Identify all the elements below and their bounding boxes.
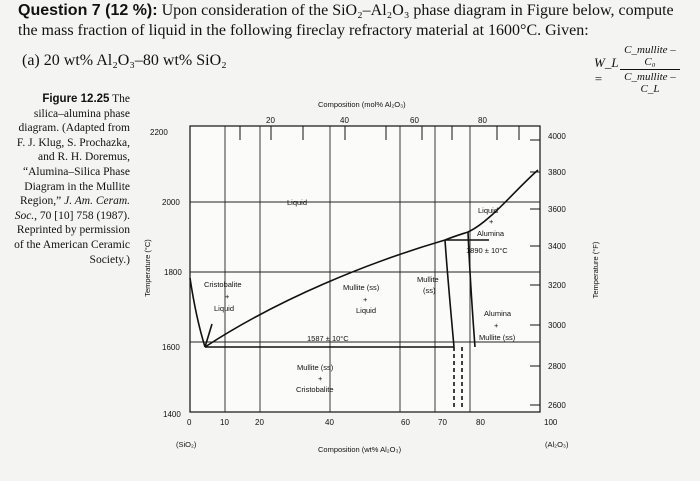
label-liquid-alumina-plus: +	[489, 217, 494, 226]
label-cristobalite-liquid-2: Liquid	[214, 304, 234, 313]
top-tick-20: 20	[266, 116, 275, 125]
right-tick-2800: 2800	[548, 362, 566, 371]
bottom-tick-10: 10	[220, 418, 229, 427]
bottom-end-al2o3: (Al₂O₃)	[545, 440, 569, 449]
right-tick-2600: 2600	[548, 401, 566, 410]
label-mullite-liquid-1: Mullite (ss)	[343, 283, 380, 292]
bottom-tick-70: 70	[438, 418, 447, 427]
dashed-boundaries	[453, 347, 463, 410]
label-alumina-mullite-plus: +	[494, 321, 499, 330]
formula-fraction: C_mullite – C₀ C_mullite – C_L	[620, 44, 680, 95]
label-liquid-alumina-1: Liquid	[478, 206, 498, 215]
caption-journal: J. Am. Ceram. Soc.,	[14, 195, 130, 222]
label-alumina-mullite-2: Mullite (ss)	[479, 333, 516, 342]
phase-boundaries	[189, 169, 539, 348]
question-title: Question 7 (12 %):	[18, 2, 158, 19]
top-tick-60: 60	[410, 116, 419, 125]
question-line-2: the mass fraction of liquid in the follo…	[18, 22, 589, 39]
label-mullite-cristobalite-1: Mullite (ss)	[297, 363, 334, 372]
top-tick-80: 80	[478, 116, 487, 125]
bottom-tick-40: 40	[325, 418, 334, 427]
left-tick-2000: 2000	[162, 198, 180, 207]
label-mullite-liquid-2: Liquid	[356, 306, 376, 315]
bottom-tick-0: 0	[187, 418, 192, 427]
top-axis-title: Composition (mol% Al₂O₃)	[318, 100, 406, 109]
mullite-right-solvus-1	[467, 231, 476, 348]
caption-text-2: 70 [10] 758 (1987). Reprinted by permiss…	[14, 209, 130, 266]
top-tick-labels: 20 40 60 80	[266, 116, 487, 125]
top-axis-ticks	[239, 126, 520, 140]
label-mullite-cristobalite-2: Cristobalite	[296, 385, 334, 394]
right-tick-3600: 3600	[548, 205, 566, 214]
label-liquid-alumina-2: Alumina	[477, 229, 505, 238]
bottom-tick-80: 80	[476, 418, 485, 427]
grid	[190, 126, 540, 412]
label-mullite-cristobalite-plus: +	[318, 374, 323, 383]
figure-caption: Figure 12.25 The silica–alumina phase di…	[12, 92, 130, 267]
label-alumina-mullite-1: Alumina	[484, 309, 512, 318]
right-tick-labels: 4000 3800 3600 3400 3200 3000 2800 2600	[548, 132, 566, 410]
label-eutectic-1587: 1587 ± 10°C	[307, 334, 349, 343]
mullite-left-solvus	[444, 239, 455, 348]
figure-number: Figure 12.25	[42, 93, 110, 105]
left-tick-1800: 1800	[164, 268, 182, 277]
label-mullite-ss-1: Mullite	[417, 275, 439, 284]
left-tick-2200: 2200	[150, 128, 168, 137]
label-eutectic-1890: 1890 ± 10°C	[466, 246, 508, 255]
right-tick-4000: 4000	[548, 132, 566, 141]
plot-frame	[189, 125, 541, 413]
bottom-axis-title: Composition (wt% Al₂O₃)	[318, 445, 402, 454]
label-cristobalite-liquid-1: Cristobalite	[204, 280, 242, 289]
formula-denominator: C_mullite – C_L	[624, 71, 676, 95]
question-intro: Upon consideration of the SiO₂–Al₂O₃ pha…	[161, 2, 674, 19]
right-tick-3200: 3200	[548, 281, 566, 290]
region-labels: Liquid Liquid + Alumina 1890 ± 10°C Cris…	[204, 198, 516, 394]
bottom-tick-20: 20	[255, 418, 264, 427]
right-axis-ticks	[530, 139, 540, 406]
label-mullite-liquid-plus: +	[363, 295, 368, 304]
caption-text-1: The silica–alumina phase diagram. (Adapt…	[16, 93, 130, 208]
left-tick-1600: 1600	[162, 343, 180, 352]
right-tick-3400: 3400	[548, 242, 566, 251]
right-axis-title: Temperature (°F)	[591, 241, 600, 298]
label-cristobalite-liquid-plus: +	[225, 292, 230, 301]
right-tick-3800: 3800	[548, 168, 566, 177]
left-tick-labels: 2200 2000 1800 1600 1400	[150, 128, 182, 419]
label-liquid: Liquid	[287, 198, 307, 207]
top-tick-40: 40	[340, 116, 349, 125]
bottom-tick-60: 60	[401, 418, 410, 427]
bottom-tick-100: 100	[544, 418, 558, 427]
cristobalite-liquidus	[189, 277, 206, 348]
formula-lhs: W_L =	[594, 55, 619, 86]
bottom-end-sio2: (SiO₂)	[176, 440, 197, 449]
bottom-tick-labels: 0 10 20 40 60 70 80 100	[187, 418, 558, 427]
right-tick-3000: 3000	[548, 321, 566, 330]
question-part-a: (a) 20 wt% Al₂O₃–80 wt% SiO₂	[22, 52, 227, 69]
question-line-1: Question 7 (12 %): Upon consideration of…	[18, 2, 674, 20]
left-tick-1400: 1400	[163, 410, 181, 419]
cristobalite-solidus	[204, 323, 213, 348]
left-axis-title: Temperature (°C)	[143, 239, 152, 297]
formula-numerator: C_mullite – C₀	[620, 44, 680, 70]
label-mullite-ss-2: (ss)	[423, 286, 436, 295]
